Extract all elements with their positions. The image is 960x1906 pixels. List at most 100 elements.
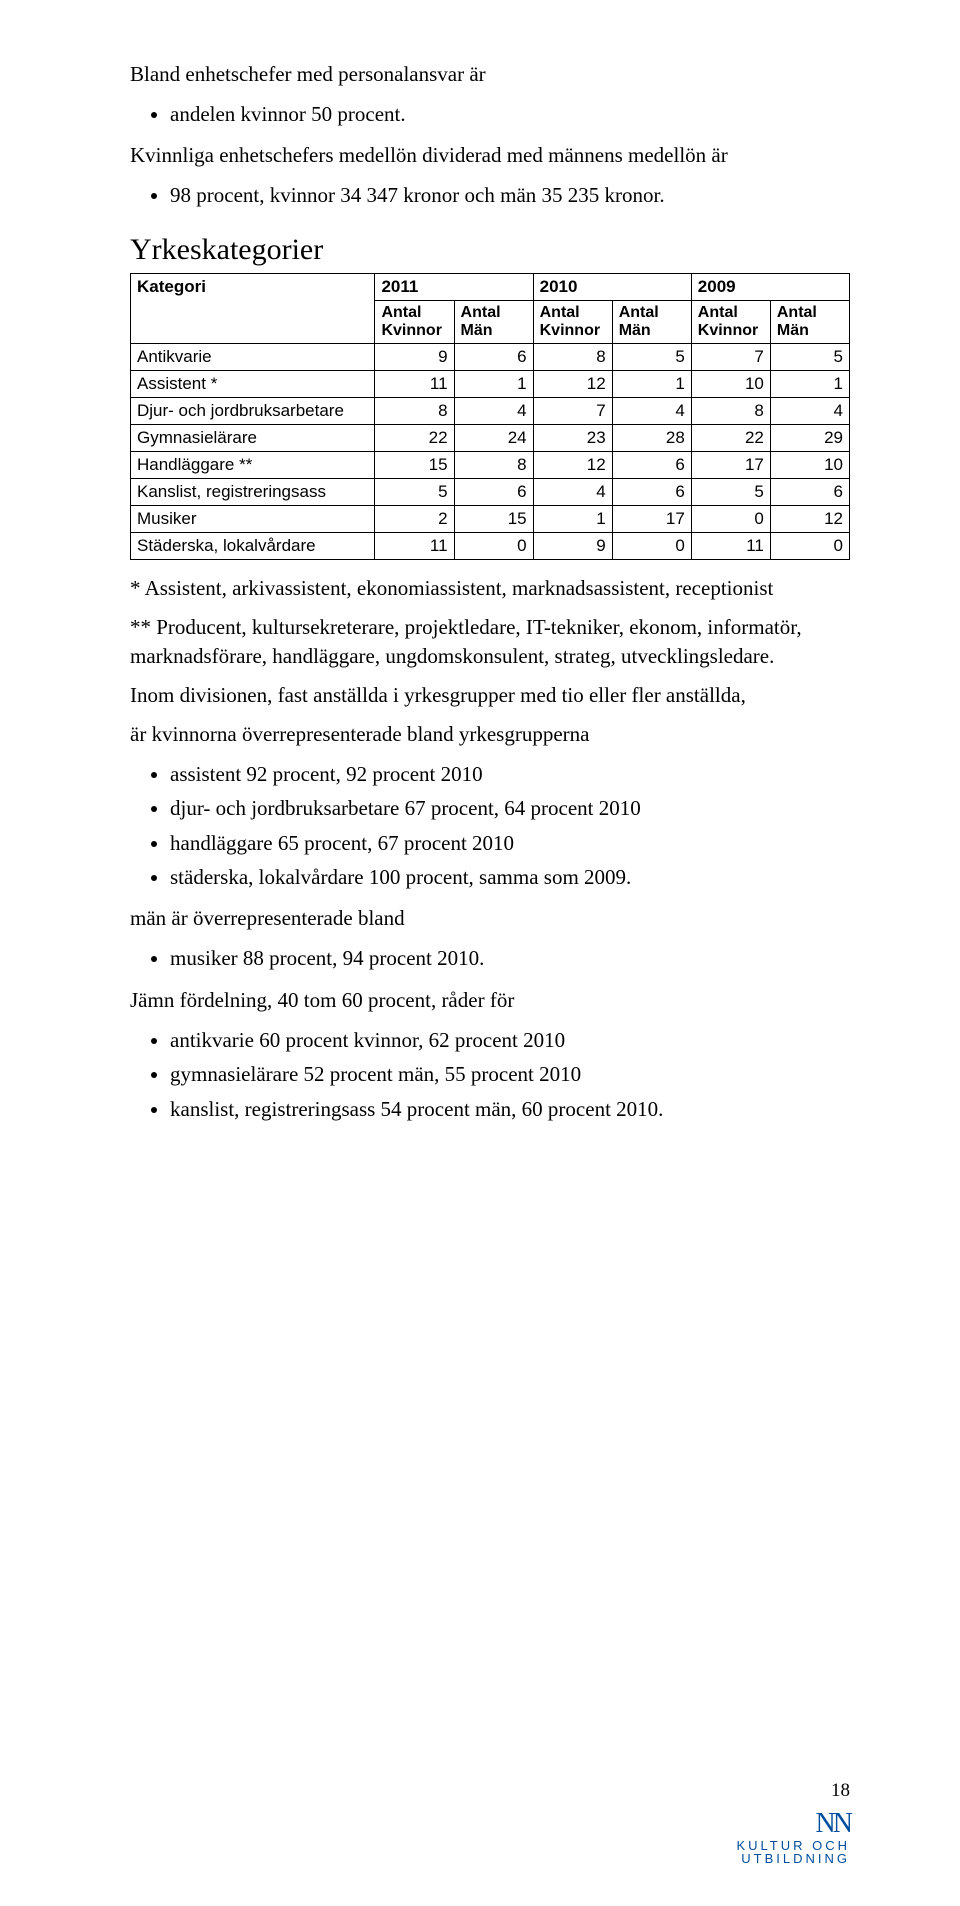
cell-value: 9 bbox=[533, 532, 612, 559]
intro-bullets-1: andelen kvinnor 50 procent. bbox=[130, 99, 850, 129]
table-row: Gymnasielärare222423282229 bbox=[131, 424, 850, 451]
cell-value: 15 bbox=[454, 505, 533, 532]
row-label: Kanslist, registreringsass bbox=[131, 478, 375, 505]
cell-value: 11 bbox=[375, 370, 454, 397]
cell-value: 1 bbox=[533, 505, 612, 532]
cell-value: 17 bbox=[691, 451, 770, 478]
col-sub: Antal Män bbox=[770, 300, 849, 343]
cell-value: 2 bbox=[375, 505, 454, 532]
cell-value: 23 bbox=[533, 424, 612, 451]
col-year: 2011 bbox=[375, 273, 533, 300]
col-sub: Antal Män bbox=[454, 300, 533, 343]
page: Bland enhetschefer med personalansvar är… bbox=[0, 0, 960, 1906]
cell-value: 8 bbox=[533, 343, 612, 370]
over-m-list: musiker 88 procent, 94 procent 2010. bbox=[130, 943, 850, 973]
table-row: Musiker215117012 bbox=[131, 505, 850, 532]
cell-value: 6 bbox=[770, 478, 849, 505]
cell-value: 1 bbox=[454, 370, 533, 397]
table-row: Kanslist, registreringsass564656 bbox=[131, 478, 850, 505]
cell-value: 0 bbox=[691, 505, 770, 532]
cell-value: 12 bbox=[770, 505, 849, 532]
cell-value: 10 bbox=[691, 370, 770, 397]
body-p5: män är överrepresenterade bland bbox=[130, 904, 850, 933]
body-p6: Jämn fördelning, 40 tom 60 procent, råde… bbox=[130, 986, 850, 1015]
list-item: andelen kvinnor 50 procent. bbox=[170, 99, 850, 129]
cell-value: 29 bbox=[770, 424, 849, 451]
list-item: 98 procent, kvinnor 34 347 kronor och mä… bbox=[170, 180, 850, 210]
yrkeskategorier-table: Kategori 2011 2010 2009 Antal Kvinnor An… bbox=[130, 273, 850, 560]
list-item: djur- och jordbruksarbetare 67 procent, … bbox=[170, 793, 850, 823]
brand-line2: UTBILDNING bbox=[736, 1851, 850, 1866]
cell-value: 28 bbox=[612, 424, 691, 451]
col-year: 2009 bbox=[691, 273, 849, 300]
table-row: Handläggare **1581261710 bbox=[131, 451, 850, 478]
col-sub: Antal Kvinnor bbox=[533, 300, 612, 343]
list-item: assistent 92 procent, 92 procent 2010 bbox=[170, 759, 850, 789]
table-row: Djur- och jordbruksarbetare847484 bbox=[131, 397, 850, 424]
cell-value: 0 bbox=[612, 532, 691, 559]
brand-mark-icon: NN bbox=[816, 1808, 850, 1839]
cell-value: 0 bbox=[454, 532, 533, 559]
list-item: handläggare 65 procent, 67 procent 2010 bbox=[170, 828, 850, 858]
footnote-1: * Assistent, arkivassistent, ekonomiassi… bbox=[130, 574, 850, 603]
cell-value: 1 bbox=[770, 370, 849, 397]
col-sub: Antal Män bbox=[612, 300, 691, 343]
list-item: kanslist, registreringsass 54 procent mä… bbox=[170, 1094, 850, 1124]
cell-value: 7 bbox=[691, 343, 770, 370]
cell-value: 6 bbox=[612, 451, 691, 478]
cell-value: 5 bbox=[691, 478, 770, 505]
row-label: Assistent * bbox=[131, 370, 375, 397]
cell-value: 4 bbox=[533, 478, 612, 505]
cell-value: 6 bbox=[454, 343, 533, 370]
even-list: antikvarie 60 procent kvinnor, 62 procen… bbox=[130, 1025, 850, 1124]
cell-value: 5 bbox=[612, 343, 691, 370]
intro-bullets-2: 98 procent, kvinnor 34 347 kronor och mä… bbox=[130, 180, 850, 210]
body-p3: Inom divisionen, fast anställda i yrkesg… bbox=[130, 681, 850, 710]
cell-value: 10 bbox=[770, 451, 849, 478]
row-label: Djur- och jordbruksarbetare bbox=[131, 397, 375, 424]
cell-value: 0 bbox=[770, 532, 849, 559]
brand-logo: NN KULTUR OCH UTBILDNING bbox=[736, 1808, 850, 1866]
cell-value: 17 bbox=[612, 505, 691, 532]
row-label: Handläggare ** bbox=[131, 451, 375, 478]
cell-value: 6 bbox=[612, 478, 691, 505]
cell-value: 9 bbox=[375, 343, 454, 370]
cell-value: 12 bbox=[533, 370, 612, 397]
cell-value: 12 bbox=[533, 451, 612, 478]
cell-value: 1 bbox=[612, 370, 691, 397]
cell-value: 8 bbox=[691, 397, 770, 424]
cell-value: 4 bbox=[612, 397, 691, 424]
cell-value: 15 bbox=[375, 451, 454, 478]
col-kategori: Kategori bbox=[131, 273, 375, 343]
table-title: Yrkeskategorier bbox=[130, 233, 850, 267]
page-footer: 18 NN KULTUR OCH UTBILDNING bbox=[736, 1780, 850, 1866]
col-sub: Antal Kvinnor bbox=[691, 300, 770, 343]
col-year: 2010 bbox=[533, 273, 691, 300]
row-label: Musiker bbox=[131, 505, 375, 532]
intro-p1: Bland enhetschefer med personalansvar är bbox=[130, 60, 850, 89]
col-sub: Antal Kvinnor bbox=[375, 300, 454, 343]
cell-value: 6 bbox=[454, 478, 533, 505]
cell-value: 7 bbox=[533, 397, 612, 424]
table-row: Antikvarie968575 bbox=[131, 343, 850, 370]
cell-value: 8 bbox=[375, 397, 454, 424]
cell-value: 5 bbox=[375, 478, 454, 505]
row-label: Gymnasielärare bbox=[131, 424, 375, 451]
list-item: gymnasielärare 52 procent män, 55 procen… bbox=[170, 1059, 850, 1089]
cell-value: 24 bbox=[454, 424, 533, 451]
cell-value: 5 bbox=[770, 343, 849, 370]
cell-value: 22 bbox=[691, 424, 770, 451]
cell-value: 8 bbox=[454, 451, 533, 478]
page-number: 18 bbox=[736, 1780, 850, 1802]
body-p4: är kvinnorna överrepresenterade bland yr… bbox=[130, 720, 850, 749]
cell-value: 11 bbox=[691, 532, 770, 559]
intro-p2: Kvinnliga enhetschefers medellön divider… bbox=[130, 141, 850, 170]
list-item: antikvarie 60 procent kvinnor, 62 procen… bbox=[170, 1025, 850, 1055]
cell-value: 11 bbox=[375, 532, 454, 559]
cell-value: 22 bbox=[375, 424, 454, 451]
cell-value: 4 bbox=[770, 397, 849, 424]
row-label: Antikvarie bbox=[131, 343, 375, 370]
table-row: Assistent *111121101 bbox=[131, 370, 850, 397]
footnote-2: ** Producent, kultursekreterare, projekt… bbox=[130, 613, 850, 671]
cell-value: 4 bbox=[454, 397, 533, 424]
